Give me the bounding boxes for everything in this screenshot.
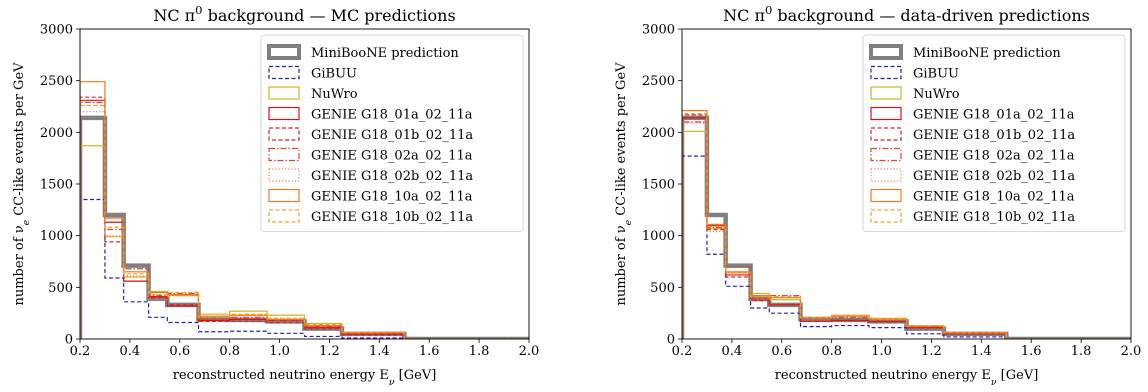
y-axis-label: number of νe CC-like events per GeV (12, 62, 32, 306)
x-tick-label: 0.2 (672, 344, 693, 359)
y-tick-label: 2000 (642, 126, 675, 141)
x-tick-label: 1.2 (319, 344, 340, 359)
chart-panel-2: 0.2 0.4 0.6 0.8 1.0 1.2 1.4 1.6 1.8 2.0 0 500 1000 15… (614, 3, 1141, 388)
legend-swatch-7 (870, 168, 902, 182)
legend-label-4: GENIE G18_01a_02_11a (913, 108, 1075, 123)
x-tick-label: 1.2 (921, 344, 942, 359)
legend-swatch-4 (268, 106, 300, 121)
y-tick-label: 3000 (40, 23, 73, 38)
legend-box (260, 34, 524, 232)
legend-swatch-9 (870, 209, 902, 223)
legend-label-7: GENIE G18_02b_02_11a (913, 169, 1075, 184)
legend: MiniBooNE prediction GiBUU NuWro GENIE G18_… (862, 34, 1126, 232)
y-tick-label: 1500 (642, 178, 675, 193)
x-axis-label: reconstructed neutrino energy Eν [GeV] (173, 368, 437, 388)
legend-swatch-8 (268, 188, 300, 203)
x-tick-label: 1.6 (419, 344, 440, 359)
x-tick-label: 1.0 (269, 344, 290, 359)
y-tick-label: 2500 (642, 74, 675, 89)
legend-swatch-3 (870, 86, 902, 100)
legend-label-1: MiniBooNE prediction (913, 46, 1061, 61)
y-tick-label: 2500 (40, 74, 73, 89)
x-tick-label: 2.0 (519, 344, 540, 359)
x-tick-label: 0.8 (219, 344, 240, 359)
x-tick-label: 0.6 (169, 344, 190, 359)
series-line-7 (682, 122, 1131, 339)
legend-swatch-1 (267, 44, 301, 60)
x-tick-label: 0.8 (821, 344, 842, 359)
legend-label-4: GENIE G18_01a_02_11a (311, 108, 473, 123)
legend-box (862, 34, 1126, 232)
legend-label-6: GENIE G18_02a_02_11a (311, 149, 473, 164)
x-tick-label: 0.4 (722, 344, 743, 359)
legend-swatch-6 (870, 147, 902, 162)
x-tick-label: 1.8 (1071, 344, 1092, 359)
legend-label-1: MiniBooNE prediction (311, 46, 459, 61)
y-tick-label: 500 (650, 281, 675, 296)
legend-label-5: GENIE G18_01b_02_11a (311, 128, 473, 143)
legend-swatch-4 (870, 106, 902, 121)
series-line-6 (80, 101, 529, 339)
y-tick-label: 500 (48, 281, 73, 296)
legend-swatch-7 (268, 168, 300, 182)
series-line-2 (682, 155, 1131, 339)
x-tick-label: 0.6 (771, 344, 792, 359)
y-tick-label: 3000 (642, 23, 675, 38)
x-axis-label: reconstructed neutrino energy Eν [GeV] (775, 368, 1039, 388)
y-tick-label: 1000 (40, 229, 73, 244)
series-group (80, 81, 529, 339)
legend-label-3: NuWro (311, 87, 358, 102)
chart-panel-1: 0.2 0.4 0.6 0.8 1.0 1.2 1.4 1.6 1.8 2.0 0 500 1000 15… (12, 3, 539, 388)
legend-label-5: GENIE G18_01b_02_11a (913, 128, 1075, 143)
x-tick-label: 1.8 (469, 344, 490, 359)
legend-swatch-3 (268, 86, 300, 100)
x-tick-label: 1.4 (369, 344, 390, 359)
legend-swatch-6 (268, 147, 300, 162)
series-line-9 (80, 104, 529, 339)
legend-swatch-1 (869, 44, 903, 60)
series-line-9 (682, 113, 1131, 339)
series-line-2 (80, 198, 529, 339)
x-tick-label: 1.6 (1021, 344, 1042, 359)
legend-label-7: GENIE G18_02b_02_11a (311, 169, 473, 184)
x-tick-label: 2.0 (1121, 344, 1142, 359)
y-axis-label: number of νe CC-like events per GeV (614, 62, 634, 306)
legend-swatch-5 (268, 127, 300, 141)
chart-title: NC π0 background — MC predictions (153, 3, 455, 25)
x-tick-label: 0.4 (120, 344, 141, 359)
legend-swatch-9 (268, 209, 300, 223)
y-tick-label: 0 (65, 333, 73, 348)
legend-swatch-8 (870, 188, 902, 203)
legend: MiniBooNE prediction GiBUU NuWro GENIE G18_… (260, 34, 524, 232)
x-tick-label: 1.0 (871, 344, 892, 359)
y-tick-label: 1500 (40, 178, 73, 193)
x-tick-label: 0.2 (70, 344, 91, 359)
legend-label-3: NuWro (913, 87, 960, 102)
x-tick-label: 1.4 (971, 344, 992, 359)
legend-label-2: GiBUU (311, 67, 357, 82)
legend-swatch-2 (268, 65, 300, 80)
legend-swatch-2 (870, 65, 902, 80)
y-tick-label: 2000 (40, 126, 73, 141)
chart-title: NC π0 background — data-driven predictio… (723, 3, 1090, 25)
y-tick-label: 0 (667, 333, 675, 348)
legend-label-9: GENIE G18_10b_02_11a (913, 210, 1075, 225)
legend-label-2: GiBUU (913, 67, 959, 82)
legend-label-8: GENIE G18_10a_02_11a (913, 190, 1075, 205)
legend-label-8: GENIE G18_10a_02_11a (311, 190, 473, 205)
legend-swatch-5 (870, 127, 902, 141)
series-group (682, 110, 1131, 339)
legend-label-6: GENIE G18_02a_02_11a (913, 149, 1075, 164)
legend-label-9: GENIE G18_10b_02_11a (311, 210, 473, 225)
y-tick-label: 1000 (642, 229, 675, 244)
